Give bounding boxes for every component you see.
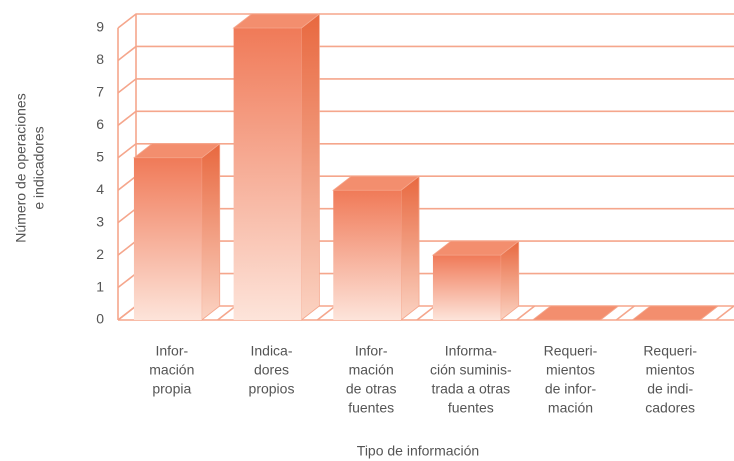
floor-divider [516, 305, 536, 321]
x-tick-label: mientos [646, 362, 695, 378]
x-tick-label: Infor- [155, 343, 188, 359]
x-tick-label: Requeri- [643, 343, 697, 359]
grid-line [117, 13, 734, 29]
y-tick-label: 1 [96, 278, 104, 294]
x-tick-label: Indica- [250, 343, 292, 359]
y-axis-label-line: Número de operaciones [13, 93, 29, 242]
x-tick-label: propios [249, 381, 295, 397]
y-axis-label-line: e indicadores [31, 126, 47, 209]
x-tick-label: de indi- [647, 381, 693, 397]
x-tick-label: mientos [546, 362, 595, 378]
y-tick-label: 0 [96, 311, 104, 327]
x-tick-label: mación [548, 400, 593, 416]
floor-divider [316, 305, 336, 321]
y-axis-label: Número de operaciones e indicadores [13, 93, 47, 242]
grid-line [117, 78, 734, 94]
x-tick-label: cadores [645, 400, 695, 416]
x-tick-label: Infor- [355, 343, 388, 359]
floor-divider [715, 305, 734, 321]
x-axis-label: Tipo de información [357, 443, 479, 459]
y-tick-label: 2 [96, 246, 104, 262]
x-tick-label: Requeri- [544, 343, 598, 359]
floor-divider [615, 305, 635, 321]
bar-top [631, 305, 720, 321]
x-tick-label: ción suminis- [430, 362, 512, 378]
x-tick-label: Informa- [445, 343, 497, 359]
x-tick-label: de infor- [545, 381, 597, 397]
y-tick-label: 4 [96, 181, 104, 197]
grid-line [117, 110, 734, 126]
x-tick-label: trada a otras [432, 381, 511, 397]
bar [133, 157, 202, 320]
floor-divider [416, 305, 436, 321]
bar [233, 28, 302, 320]
bar [333, 190, 402, 320]
bar-top [431, 240, 520, 256]
y-tick-label: 8 [96, 51, 104, 67]
x-tick-label: propia [152, 381, 191, 397]
bar-top [531, 305, 620, 321]
x-tick-label: mación [349, 362, 394, 378]
bar-top [232, 13, 321, 29]
bar-side [300, 13, 320, 321]
x-tick-label: mación [149, 362, 194, 378]
floor-divider [217, 305, 237, 321]
grid-line [117, 142, 734, 159]
x-tick-label: dores [254, 362, 289, 378]
y-tick-label: 5 [96, 148, 104, 164]
bar-side [201, 142, 221, 321]
y-tick-label: 3 [96, 213, 104, 229]
x-tick-label: fuentes [448, 400, 494, 416]
x-tick-label: fuentes [348, 400, 394, 416]
bar-top [332, 175, 421, 191]
y-tick-label: 6 [96, 116, 104, 132]
y-tick-label: 7 [96, 84, 104, 100]
x-tick-label: de otras [346, 381, 397, 397]
bar-side [400, 175, 420, 321]
y-tick-label: 9 [96, 19, 104, 35]
floor-divider [117, 305, 137, 321]
grid-line [117, 45, 734, 62]
bar [432, 255, 501, 320]
bar-top [132, 143, 221, 159]
